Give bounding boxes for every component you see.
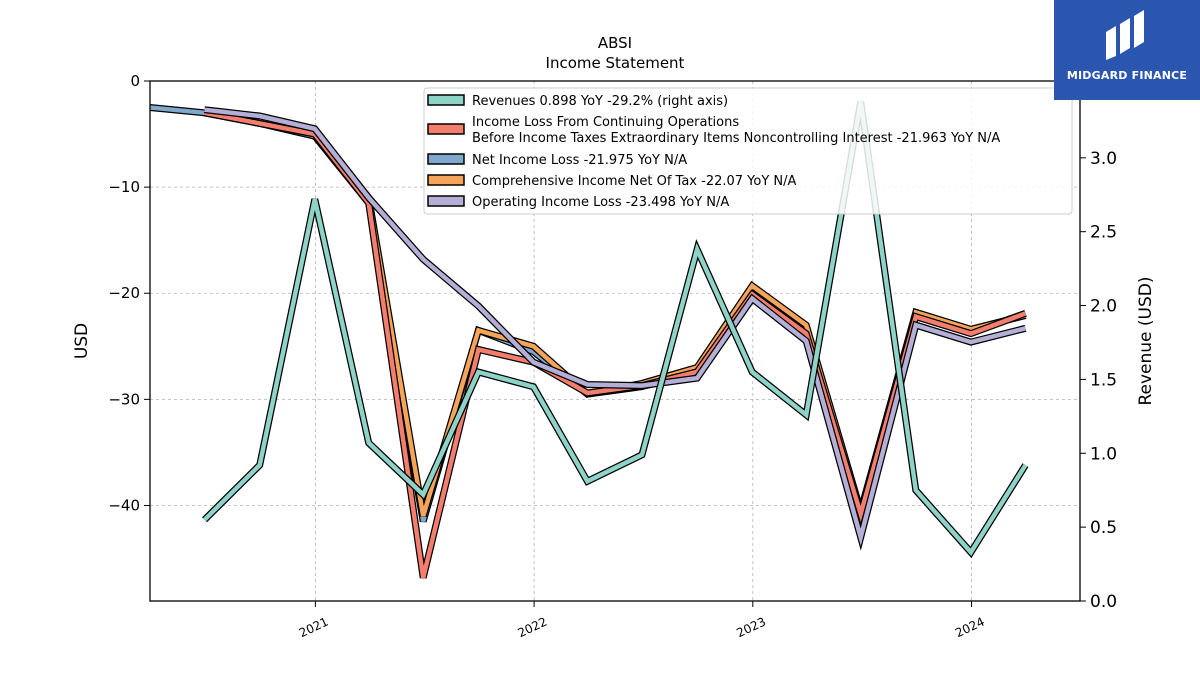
y-tick-label-right: 2.0 [1090, 297, 1117, 317]
legend-label: Before Income Taxes Extraordinary Items … [472, 131, 1000, 146]
y-axis-label-right: Revenue (USD) [1136, 276, 1156, 405]
legend-swatch [427, 153, 465, 165]
y-axis-label-left: USD [72, 323, 92, 359]
legend-swatch [427, 123, 465, 135]
y-tick-label-left: 0 [130, 72, 140, 90]
y-tick-label-left: −10 [108, 178, 140, 196]
chart-title: ABSI [598, 34, 632, 52]
x-tick-label: 2021 [297, 615, 331, 641]
x-tick-label: 2024 [953, 615, 987, 641]
y-tick-label-right: 3.0 [1090, 149, 1117, 169]
series-line-4 [202, 101, 1029, 559]
legend-box [423, 87, 1073, 215]
legend-label: Net Income Loss -21.975 YoY N/A [472, 153, 687, 168]
legend-swatch [427, 174, 465, 186]
brand-name: MIDGARD FINANCE [1066, 69, 1188, 82]
y-tick-label-right: 2.5 [1090, 223, 1117, 243]
legend-label: Operating Income Loss -23.498 YoY N/A [472, 195, 729, 210]
series-line [202, 101, 1028, 557]
legend-label: Revenues 0.898 YoY -29.2% (right axis) [472, 94, 728, 109]
y-tick-label-right: 1.5 [1090, 370, 1117, 390]
series-line-3 [204, 106, 1027, 551]
legend-label: Income Loss From Continuing Operations [472, 115, 739, 130]
y-tick-label-right: 0.0 [1090, 592, 1117, 612]
plot-frame [149, 80, 1081, 602]
y-tick-label-right: 0.5 [1090, 518, 1117, 538]
y-tick-label-right: 1.0 [1090, 444, 1117, 464]
legend-swatch [427, 94, 465, 106]
y-tick-label-left: −30 [108, 390, 140, 408]
brand-logo-icon [1106, 10, 1144, 60]
y-tick-label-left: −40 [108, 496, 140, 514]
y-tick-label-left: −20 [108, 284, 140, 302]
x-tick-label: 2022 [516, 615, 550, 641]
legend-label: Comprehensive Income Net Of Tax -22.07 Y… [472, 174, 797, 189]
series-layer [149, 101, 1029, 579]
chart-subtitle: Income Statement [546, 54, 685, 72]
legend: Revenues 0.898 YoY -29.2% (right axis) In… [423, 87, 1073, 215]
axes: 0 −10 −20 −30 −40 0.0 0.5 1.0 1.5 2.0 2.5 3.0 2021 20… [108, 72, 1117, 640]
series-line [204, 107, 1027, 546]
legend-swatch [427, 195, 465, 207]
brand-logo: MIDGARD FINANCE [1054, 0, 1200, 100]
x-tick-label: 2023 [734, 615, 768, 641]
